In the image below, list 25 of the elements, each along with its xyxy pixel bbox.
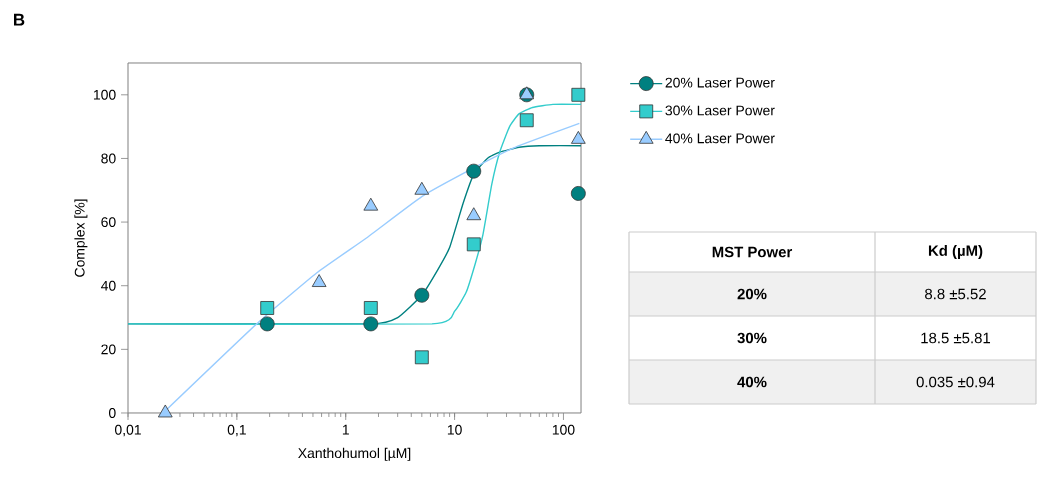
text: 40%: [737, 376, 767, 388]
text: 0.035 ±0.94: [916, 376, 995, 388]
legend-label: 40% Laser Power: [665, 133, 775, 144]
y-tick-label: 20: [101, 344, 116, 355]
y-tick-label: 60: [101, 217, 116, 228]
text: 20%: [737, 288, 767, 300]
text: Kd (µM): [928, 245, 983, 259]
y-tick-label: 80: [101, 153, 116, 164]
text: 8.8 ±5.52: [925, 288, 986, 300]
text: 18.5 ±5.81: [921, 332, 991, 344]
x-tick-label: 0,01: [114, 424, 141, 437]
x-tick-label: 1: [342, 424, 349, 435]
legend-label: 30% Laser Power: [665, 105, 775, 116]
y-tick-label: 0: [108, 408, 116, 418]
x-tick-label: 10: [447, 424, 462, 435]
x-tick-label: 100: [552, 424, 575, 435]
x-axis-title: Xanthohumol [µM]: [298, 447, 411, 461]
y-tick-label: 40: [100, 280, 116, 291]
text: MST Power: [712, 246, 793, 258]
chart-title: B: [14, 13, 25, 26]
text: 30%: [737, 332, 767, 344]
y-axis-title: Complex [%]: [74, 199, 88, 277]
x-tick-label: 0,1: [227, 424, 246, 437]
legend-label: 20% Laser Power: [665, 77, 775, 88]
y-tick-label: 100: [93, 89, 116, 100]
